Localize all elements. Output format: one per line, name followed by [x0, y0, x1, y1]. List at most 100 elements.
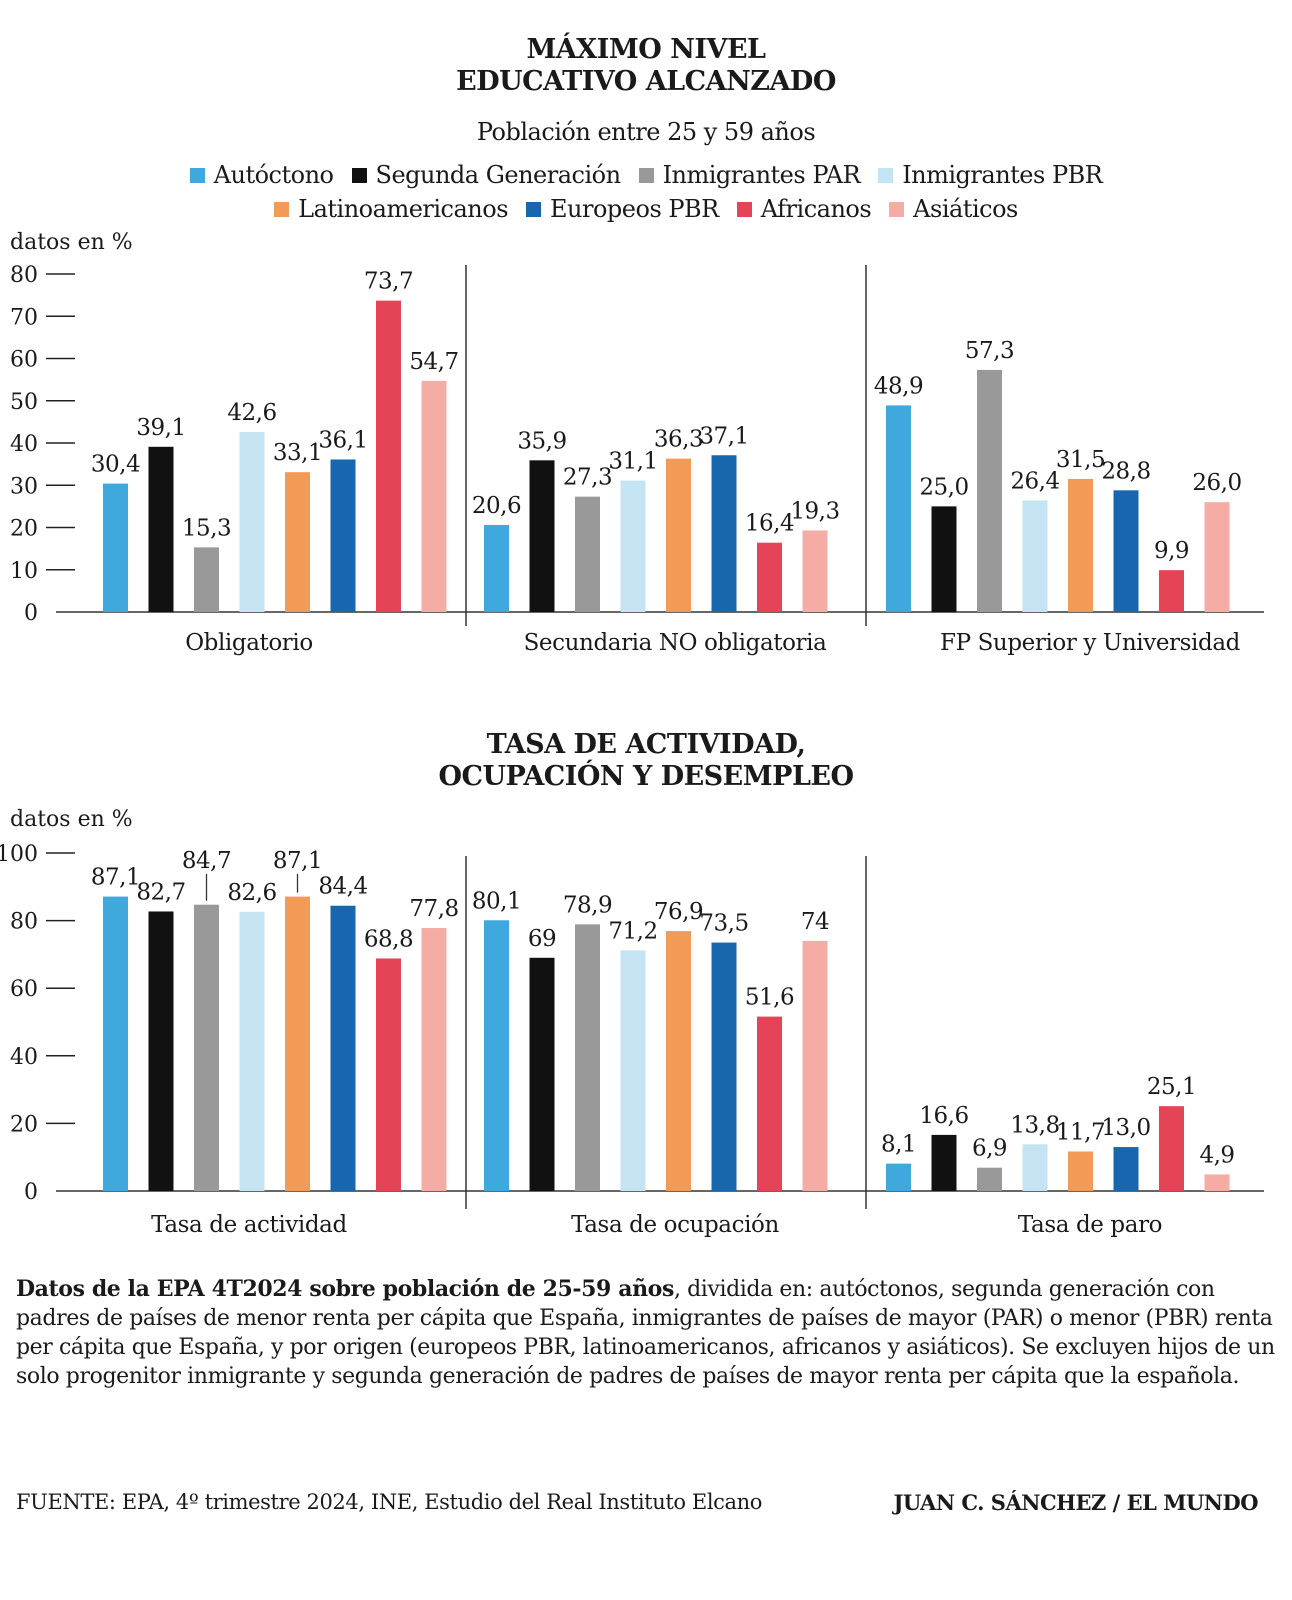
bar: [666, 458, 691, 612]
category-label: Tasa de paro: [1018, 1212, 1162, 1238]
legend-swatch: [351, 167, 367, 183]
legend-label: Inmigrantes PBR: [902, 161, 1103, 189]
y-tick-label: 10: [10, 559, 38, 584]
y-tick-label: 60: [10, 348, 38, 373]
data-label: 15,3: [182, 515, 231, 541]
data-label: 31,1: [608, 449, 657, 475]
chart2-unit-label: datos en %: [10, 807, 133, 832]
bar: [194, 547, 219, 612]
legend-row-1: Autóctono Segunda Generación Inmigrantes…: [0, 161, 1292, 189]
bar: [575, 496, 600, 612]
data-label: 39,1: [136, 415, 185, 441]
chart2-title: TASA DE ACTIVIDAD, OCUPACIÓN Y DESEMPLEO: [0, 729, 1292, 793]
data-label: 13,8: [1010, 1112, 1059, 1138]
legend-swatch: [878, 167, 894, 183]
legend-item-africanos: Africanos: [736, 195, 872, 223]
author-credit: JUAN C. SÁNCHEZ / EL MUNDO: [893, 1490, 1258, 1515]
bar: [931, 1134, 957, 1191]
bar: [1068, 1151, 1093, 1191]
chart1-title-line2: EDUCATIVO ALCANZADO: [456, 66, 836, 97]
bar: [1204, 1174, 1230, 1191]
category-label: FP Superior y Universidad: [940, 630, 1241, 656]
data-label: 82,7: [136, 879, 185, 905]
bar: [484, 920, 509, 1191]
data-label: 25,0: [919, 474, 968, 500]
y-tick-label: 30: [10, 474, 38, 499]
bar: [886, 1163, 911, 1191]
bar: [376, 958, 401, 1191]
bar: [1204, 502, 1230, 612]
data-label: 68,8: [364, 926, 413, 952]
category-label: Secundaria NO obligatoria: [524, 630, 828, 656]
source-line: FUENTE: EPA, 4º trimestre 2024, INE, Est…: [16, 1490, 762, 1514]
data-label: 82,6: [227, 880, 276, 906]
bar: [1068, 478, 1093, 612]
bar: [529, 460, 555, 612]
legend-label: Inmigrantes PAR: [662, 161, 861, 189]
data-label: 36,3: [654, 427, 703, 453]
bar: [285, 896, 310, 1191]
data-label: 13,0: [1101, 1115, 1150, 1141]
data-label: 74: [801, 909, 829, 935]
bar: [148, 446, 174, 612]
data-label: 78,9: [563, 892, 612, 918]
data-label: 6,9: [972, 1136, 1007, 1162]
bar: [620, 480, 646, 612]
bar: [1159, 570, 1184, 612]
bar: [575, 924, 600, 1191]
data-label: 73,7: [364, 269, 413, 295]
bar: [886, 405, 911, 612]
bar: [977, 1167, 1002, 1191]
education-bar-chart: datos en % 0 10 20 30 40 50 60 70 80 30,4 39,1 15,3…: [10, 230, 1264, 656]
legend-row-2: Latinoamericanos Europeos PBR Africanos …: [0, 195, 1292, 223]
data-label: 42,6: [227, 400, 276, 426]
bar: [620, 950, 646, 1191]
bar: [376, 300, 401, 612]
data-label: 87,1: [91, 865, 140, 891]
y-tick-label: 50: [10, 390, 38, 415]
bar: [1159, 1106, 1184, 1191]
methodology-note: Datos de la EPA 4T2024 sobre población d…: [16, 1275, 1278, 1391]
labor-bar-chart: datos en % 02040608010087,182,784,782,68…: [0, 807, 1264, 1238]
bar: [421, 380, 447, 612]
bar: [1022, 500, 1048, 612]
legend-swatch: [189, 167, 205, 183]
data-label: 30,4: [91, 452, 140, 478]
category-label: Obligatorio: [185, 630, 313, 656]
data-label: 69: [528, 926, 556, 952]
category-label: Tasa de ocupación: [571, 1212, 779, 1238]
note-text: , dividida en: autóctonos, segunda gener…: [16, 1277, 1275, 1389]
bar: [239, 432, 265, 612]
bar: [285, 472, 310, 612]
legend-item-latinoamericanos: Latinoamericanos: [274, 195, 509, 223]
chart2-title-line1: TASA DE ACTIVIDAD,: [486, 729, 806, 760]
legend-swatch: [274, 201, 290, 217]
legend-item-inmigrantes-par: Inmigrantes PAR: [638, 161, 861, 189]
data-label: 31,5: [1056, 447, 1105, 473]
y-tick-label: 0: [24, 601, 38, 626]
bar: [529, 957, 555, 1191]
bar: [802, 530, 828, 612]
y-tick-label: 100: [0, 842, 38, 867]
bar: [148, 911, 174, 1191]
legend-item-segunda-generacion: Segunda Generación: [351, 161, 621, 189]
legend-item-europeos-pbr: Europeos PBR: [526, 195, 719, 223]
y-tick-label: 80: [10, 263, 38, 288]
y-tick-label: 80: [10, 910, 38, 935]
data-label: 33,1: [273, 440, 322, 466]
note-bold-lead: Datos de la EPA 4T2024 sobre población d…: [16, 1276, 674, 1302]
bar: [802, 940, 828, 1191]
data-label: 87,1: [273, 848, 322, 874]
bar: [194, 904, 219, 1191]
y-tick-label: 0: [24, 1180, 38, 1205]
data-label: 57,3: [965, 338, 1014, 364]
data-label: 27,3: [563, 465, 612, 491]
category-label: Tasa de actividad: [151, 1212, 347, 1238]
bar: [239, 911, 265, 1191]
bar: [103, 483, 128, 612]
data-label: 26,0: [1192, 470, 1241, 496]
legend-label: Autóctono: [213, 161, 334, 189]
chart1-title-line1: MÁXIMO NIVEL: [526, 34, 766, 65]
data-label: 4,9: [1199, 1142, 1234, 1168]
data-label: 76,9: [654, 899, 703, 925]
